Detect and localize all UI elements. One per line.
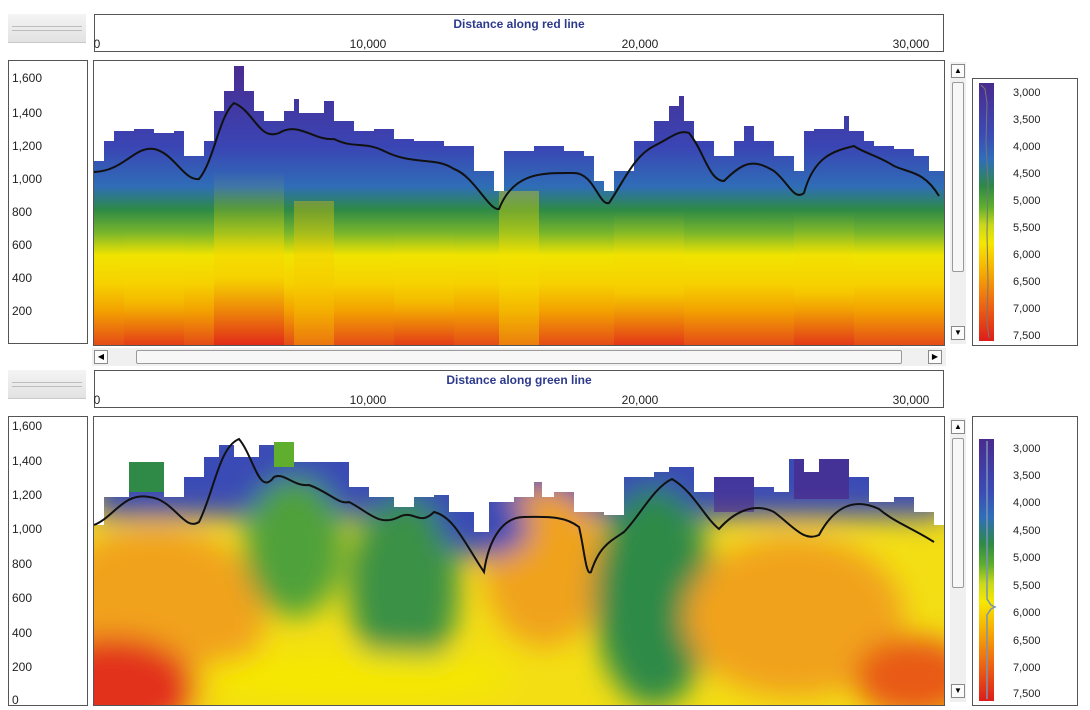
y-tick-label: 0 [12, 693, 19, 707]
y-tick-label: 1,400 [12, 454, 43, 468]
colorbar-tick: 3,000 [1013, 443, 1041, 455]
x-tick-label: 20,000 [621, 393, 659, 407]
y-tick-label: 800 [12, 205, 33, 219]
arrow-down-icon[interactable]: ▼ [951, 684, 965, 698]
colorbar-tick: 7,000 [1013, 303, 1041, 315]
horizontal-scrollbar[interactable]: ◀ ▶ [92, 348, 946, 366]
colorbar-tick: 7,500 [1013, 330, 1041, 342]
colorbar-tick: 3,500 [1013, 470, 1041, 482]
x-axis-title-green: Distance along green line [446, 373, 592, 387]
x-axis-header-red: Distance along red line 0 10,000 20,000 … [94, 14, 944, 52]
colorbar-tick: 7,000 [1013, 662, 1041, 674]
x-tick-label: 30,000 [892, 37, 930, 51]
y-tick-label: 200 [12, 304, 33, 318]
colorbar-tick: 3,500 [1013, 114, 1041, 126]
colorbar-tick: 7,500 [1013, 688, 1041, 700]
y-tick-label: 600 [12, 591, 33, 605]
panel-grip-bottom[interactable] [8, 370, 86, 399]
colorbar-tick: 3,000 [1013, 87, 1041, 99]
colorbar-tick: 5,000 [1013, 195, 1041, 207]
x-tick-label: 0 [93, 37, 101, 51]
color-scale [979, 83, 994, 341]
travel-time-line [94, 437, 935, 575]
colorbar-tick: 5,000 [1013, 552, 1041, 564]
y-tick-label: 1,000 [12, 172, 43, 186]
colorbar-tick: 4,000 [1013, 497, 1041, 509]
colorbar-green: 3,000 3,500 4,000 4,500 5,000 5,500 6,00… [972, 416, 1078, 706]
y-axis-red: 1,600 1,400 1,200 1,000 800 600 400 200 [8, 60, 88, 344]
vertical-scrollbar-green[interactable]: ▲ ▼ [950, 418, 966, 702]
colorbar-tick: 4,500 [1013, 168, 1041, 180]
y-tick-label: 600 [12, 238, 33, 252]
velocity-section-red[interactable] [93, 60, 945, 346]
scroll-thumb-horizontal[interactable] [136, 350, 902, 364]
colorbar-red: 3,000 3,500 4,000 4,500 5,000 5,500 6,00… [972, 78, 1078, 346]
x-tick-label: 10,000 [349, 37, 387, 51]
velocity-section-green-image [94, 437, 944, 705]
x-tick-label: 10,000 [349, 393, 387, 407]
x-tick-label: 30,000 [892, 393, 930, 407]
x-axis-header-green: Distance along green line 0 10,000 20,00… [94, 370, 944, 408]
histogram-line [986, 441, 997, 699]
x-tick-label: 20,000 [621, 37, 659, 51]
y-tick-label: 1,200 [12, 139, 43, 153]
arrow-left-icon[interactable]: ◀ [94, 350, 108, 364]
colorbar-tick: 5,500 [1013, 222, 1041, 234]
arrow-up-icon[interactable]: ▲ [951, 420, 965, 434]
y-tick-label: 400 [12, 626, 33, 640]
scroll-thumb[interactable] [952, 438, 964, 588]
scroll-thumb[interactable] [952, 82, 964, 272]
velocity-section-red-image [94, 66, 944, 345]
y-tick-label: 1,600 [12, 71, 43, 85]
y-tick-label: 1,400 [12, 106, 43, 120]
colorbar-tick: 4,000 [1013, 141, 1041, 153]
x-axis-title-red: Distance along red line [453, 17, 585, 31]
y-tick-label: 400 [12, 271, 33, 285]
y-tick-label: 1,200 [12, 488, 43, 502]
panel-grip-top[interactable] [8, 14, 86, 43]
arrow-right-icon[interactable]: ▶ [928, 350, 942, 364]
arrow-up-icon[interactable]: ▲ [951, 64, 965, 78]
colorbar-tick: 6,500 [1013, 276, 1041, 288]
y-tick-label: 800 [12, 557, 33, 571]
vertical-scrollbar-red[interactable]: ▲ ▼ [950, 62, 966, 344]
x-tick-label: 0 [93, 393, 101, 407]
velocity-section-green[interactable] [93, 416, 945, 706]
arrow-down-icon[interactable]: ▼ [951, 326, 965, 340]
colorbar-tick: 6,000 [1013, 249, 1041, 261]
colorbar-tick: 6,500 [1013, 635, 1041, 647]
y-tick-label: 1,600 [12, 419, 43, 433]
travel-time-line [94, 101, 940, 210]
colorbar-tick: 6,000 [1013, 607, 1041, 619]
y-axis-green: 1,600 1,400 1,200 1,000 800 600 400 200 … [8, 416, 88, 707]
y-tick-label: 1,000 [12, 522, 43, 536]
colorbar-tick: 4,500 [1013, 525, 1041, 537]
y-tick-label: 200 [12, 660, 33, 674]
colorbar-tick: 5,500 [1013, 580, 1041, 592]
histogram-line [980, 84, 990, 339]
